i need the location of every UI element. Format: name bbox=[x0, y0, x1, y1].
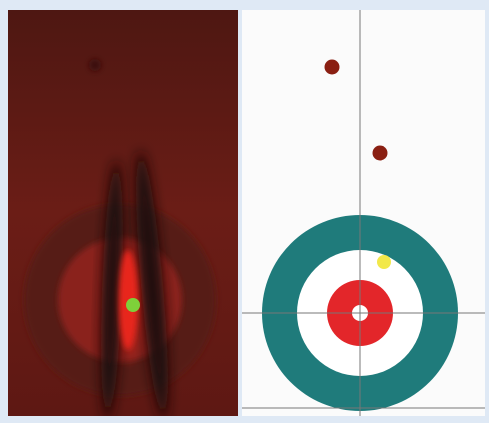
dark-streak bbox=[101, 160, 123, 416]
hot-core bbox=[119, 250, 137, 350]
red-stone bbox=[324, 59, 340, 75]
heatmap-panel bbox=[8, 10, 238, 416]
house-panel bbox=[242, 10, 485, 416]
red-stone bbox=[372, 145, 388, 161]
yellow-stone bbox=[377, 255, 391, 269]
faint-spot bbox=[89, 59, 101, 71]
dark-streak bbox=[135, 150, 169, 416]
green-stone bbox=[126, 298, 140, 312]
